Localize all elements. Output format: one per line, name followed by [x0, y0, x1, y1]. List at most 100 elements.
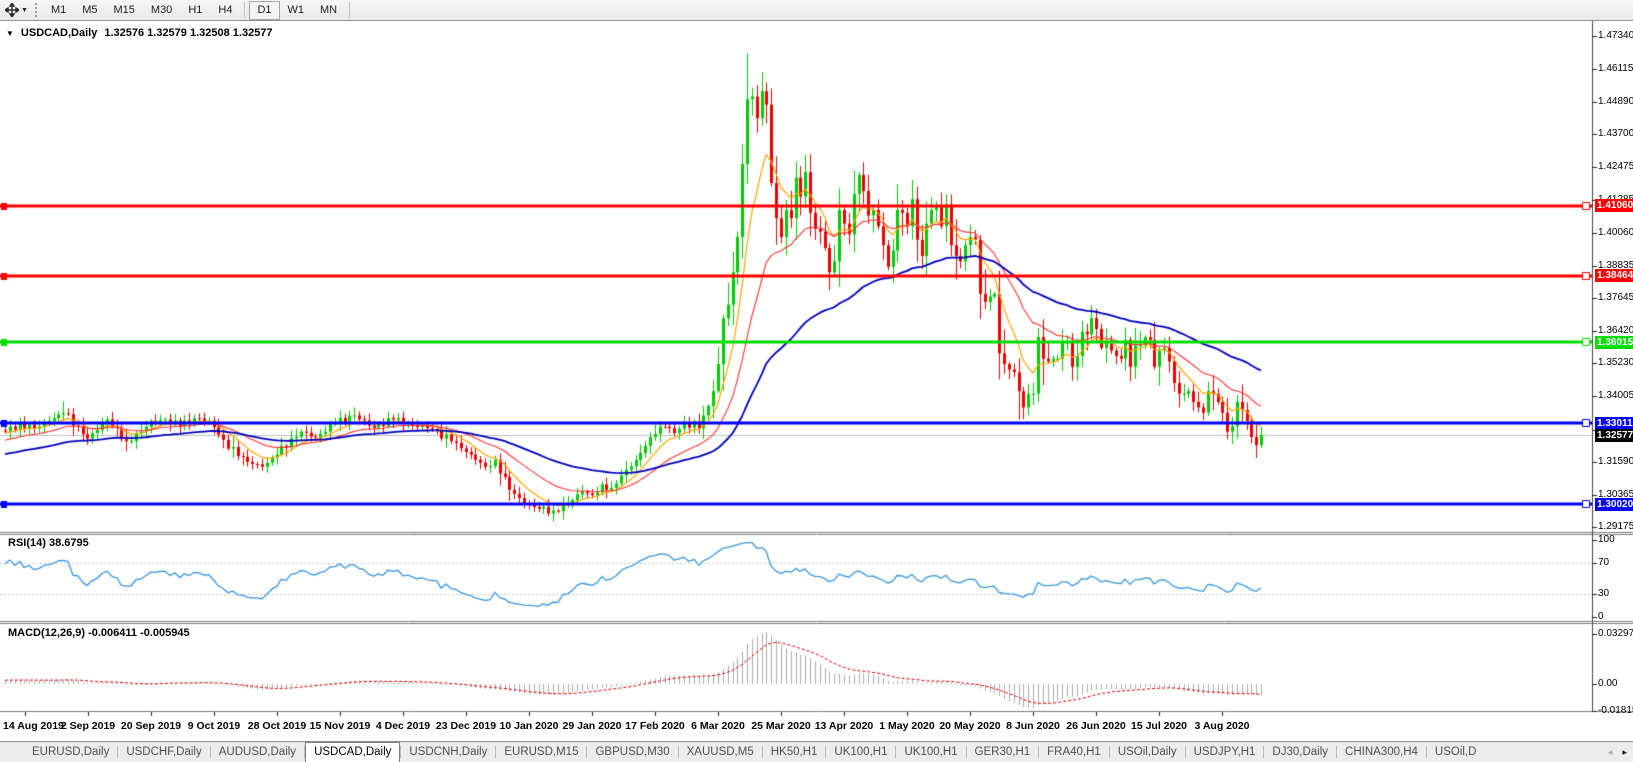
price-tick-label: 1.46115 — [1598, 63, 1633, 75]
hline-price-label: 1.30020 — [1595, 497, 1633, 511]
date-label: 3 Aug 2020 — [1194, 720, 1250, 732]
timeframe-toolbar: ▼ M1 M5 M15 M30 H1 H4 D1 W1 MN — [0, 0, 1633, 21]
price-tick-label: 1.47340 — [1598, 30, 1633, 41]
chart-tab-dj30-daily[interactable]: DJ30,Daily — [1272, 746, 1329, 758]
price-tick-label: 1.29175 — [1598, 520, 1633, 532]
chart-tab-uk100-h1[interactable]: UK100,H1 — [904, 746, 958, 758]
date-label: 4 Dec 2019 — [375, 720, 431, 732]
date-label: 20 Sep 2019 — [120, 720, 182, 732]
date-label: 26 Jun 2020 — [1066, 720, 1126, 732]
tab-divider — [209, 746, 211, 758]
timeframe-button-M15[interactable]: M15 — [113, 3, 135, 16]
price-tick-label: 1.34005 — [1598, 390, 1633, 402]
date-label: 15 Jul 2020 — [1130, 720, 1188, 732]
tab-divider — [400, 746, 402, 758]
timeframe-button-H1[interactable]: H1 — [188, 3, 203, 16]
tab-divider — [304, 746, 306, 758]
date-label: 6 Mar 2020 — [691, 720, 745, 732]
tab-divider — [677, 746, 679, 758]
chart-tab-usdcnh-daily[interactable]: USDCNH,Daily — [409, 746, 488, 758]
chart-tab-usdjpy-h1[interactable]: USDJPY,H1 — [1193, 746, 1256, 758]
tab-divider — [761, 746, 763, 758]
rsi-tick-label: 30 — [1598, 587, 1610, 599]
timeframe-button-M5[interactable]: M5 — [82, 3, 98, 16]
date-label: 25 Mar 2020 — [751, 720, 811, 732]
macd-tick-label: 0.032972 — [1598, 628, 1633, 640]
chart-tab-audusd-daily[interactable]: AUDUSD,Daily — [218, 746, 297, 758]
tab-divider — [965, 746, 967, 758]
tab-divider — [1038, 746, 1040, 758]
price-tick-label: 1.44890 — [1598, 96, 1633, 108]
tab-divider — [117, 746, 119, 758]
timeframe-button-M1[interactable]: M1 — [50, 3, 67, 16]
date-label: 9 Oct 2019 — [187, 720, 241, 732]
date-label: 28 Oct 2019 — [247, 720, 307, 732]
chart-tab-eurusd-daily[interactable]: EURUSD,Daily — [32, 746, 110, 758]
tab-scroll-right-icon[interactable]: ▸ — [1622, 746, 1627, 757]
tab-divider — [1425, 746, 1427, 758]
hline-price-label: 1.38464 — [1595, 269, 1633, 283]
timeframe-button-M30[interactable]: M30 — [150, 3, 173, 16]
rsi-indicator-title: RSI(14) 38.6795 — [8, 537, 89, 549]
toolbar-separator — [244, 2, 246, 18]
price-tick-label: 1.36420 — [1598, 325, 1633, 337]
chart-tab-ger30-h1[interactable]: GER30,H1 — [974, 746, 1031, 758]
timeframe-button-W1[interactable]: W1 — [287, 3, 305, 16]
price-tick-label: 1.30365 — [1598, 488, 1633, 500]
hline-price-label: 1.36015 — [1595, 335, 1633, 349]
date-label: 8 Jun 2020 — [1006, 720, 1060, 732]
price-chart-canvas[interactable] — [0, 21, 1633, 741]
chart-tab-hk50-h1[interactable]: HK50,H1 — [770, 746, 818, 758]
tab-scroll-left-icon[interactable]: ◂ — [1607, 746, 1613, 757]
timeframe-buttons: M1 M5 M15 M30 H1 H4 D1 W1 MN — [43, 0, 354, 20]
price-tick-label: 1.35230 — [1598, 357, 1633, 369]
price-tick-label: 1.42475 — [1598, 161, 1633, 173]
timeframe-button-MN[interactable]: MN — [320, 3, 338, 16]
price-tick-label: 1.37645 — [1598, 292, 1633, 304]
rsi-tick-label: 70 — [1598, 557, 1610, 569]
chart-tab-china300-h4[interactable]: CHINA300,H4 — [1345, 746, 1418, 758]
price-tick-label: 1.41285 — [1598, 194, 1633, 206]
tab-divider — [825, 746, 827, 758]
chart-window: ▼ USDCAD,Daily 1.32576 1.32579 1.32508 1… — [0, 21, 1633, 741]
rsi-tick-label: 100 — [1598, 534, 1615, 545]
date-label: 23 Dec 2019 — [435, 720, 497, 732]
chevron-down-icon[interactable]: ▼ — [21, 6, 28, 14]
chart-tab-bar: EURUSD,Daily USDCHF,Daily AUDUSD,Daily USDC… — [0, 741, 1633, 762]
chart-tab-usoil-daily[interactable]: USOil,Daily — [1117, 746, 1177, 758]
date-label: 13 Apr 2020 — [814, 720, 874, 732]
toolbar-grip[interactable] — [34, 3, 37, 17]
hline-price-label: 1.33011 — [1595, 416, 1633, 430]
chart-title: ▼ USDCAD,Daily 1.32576 1.32579 1.32508 1… — [6, 27, 273, 39]
crosshair-cursor-icon[interactable] — [4, 2, 20, 18]
chart-tab-gbpusd-m30[interactable]: GBPUSD,M30 — [595, 746, 670, 758]
price-tick-label: 1.38835 — [1598, 259, 1633, 271]
tab-scroll-arrows: ◂ ▸ — [1603, 742, 1633, 762]
chart-collapse-icon[interactable]: ▼ — [6, 28, 14, 38]
price-tick-label: 1.40060 — [1598, 226, 1633, 238]
price-tick-label: 1.43700 — [1598, 128, 1633, 140]
chart-tab-usdchf-daily[interactable]: USDCHF,Daily — [126, 746, 202, 758]
chart-tab-fra40-h1[interactable]: FRA40,H1 — [1047, 746, 1101, 758]
chart-ohlc-values: 1.32576 1.32579 1.32508 1.32577 — [104, 27, 273, 39]
chart-symbol-label: USDCAD,Daily — [20, 27, 98, 39]
chart-tab-xauusd-m5[interactable]: XAUUSD,M5 — [686, 746, 754, 758]
macd-tick-label: 0.00 — [1598, 678, 1618, 689]
timeframe-button-H4[interactable]: H4 — [218, 3, 233, 16]
tab-divider — [1336, 746, 1338, 758]
chart-tab-uk100-h1[interactable]: UK100,H1 — [834, 746, 888, 758]
rsi-tick-label: 0 — [1598, 611, 1604, 622]
tab-divider — [895, 746, 897, 758]
date-label: 15 Nov 2019 — [309, 720, 371, 732]
current-price-label: 1.32577 — [1595, 428, 1633, 442]
date-label: 14 Aug 2019 — [3, 720, 64, 732]
date-label: 1 May 2020 — [879, 720, 935, 732]
date-label: 10 Jan 2020 — [499, 720, 559, 732]
date-label: 29 Jan 2020 — [562, 720, 622, 732]
chart-tab-eurusd-m15[interactable]: EURUSD,M15 — [504, 746, 579, 758]
date-label: 2 Sep 2019 — [60, 720, 116, 732]
chart-tab-usoil-d[interactable]: USOil,D — [1434, 746, 1477, 758]
chart-tab-usdcad-daily[interactable]: USDCAD,Daily — [305, 742, 401, 762]
timeframe-button-D1[interactable]: D1 — [249, 0, 280, 20]
